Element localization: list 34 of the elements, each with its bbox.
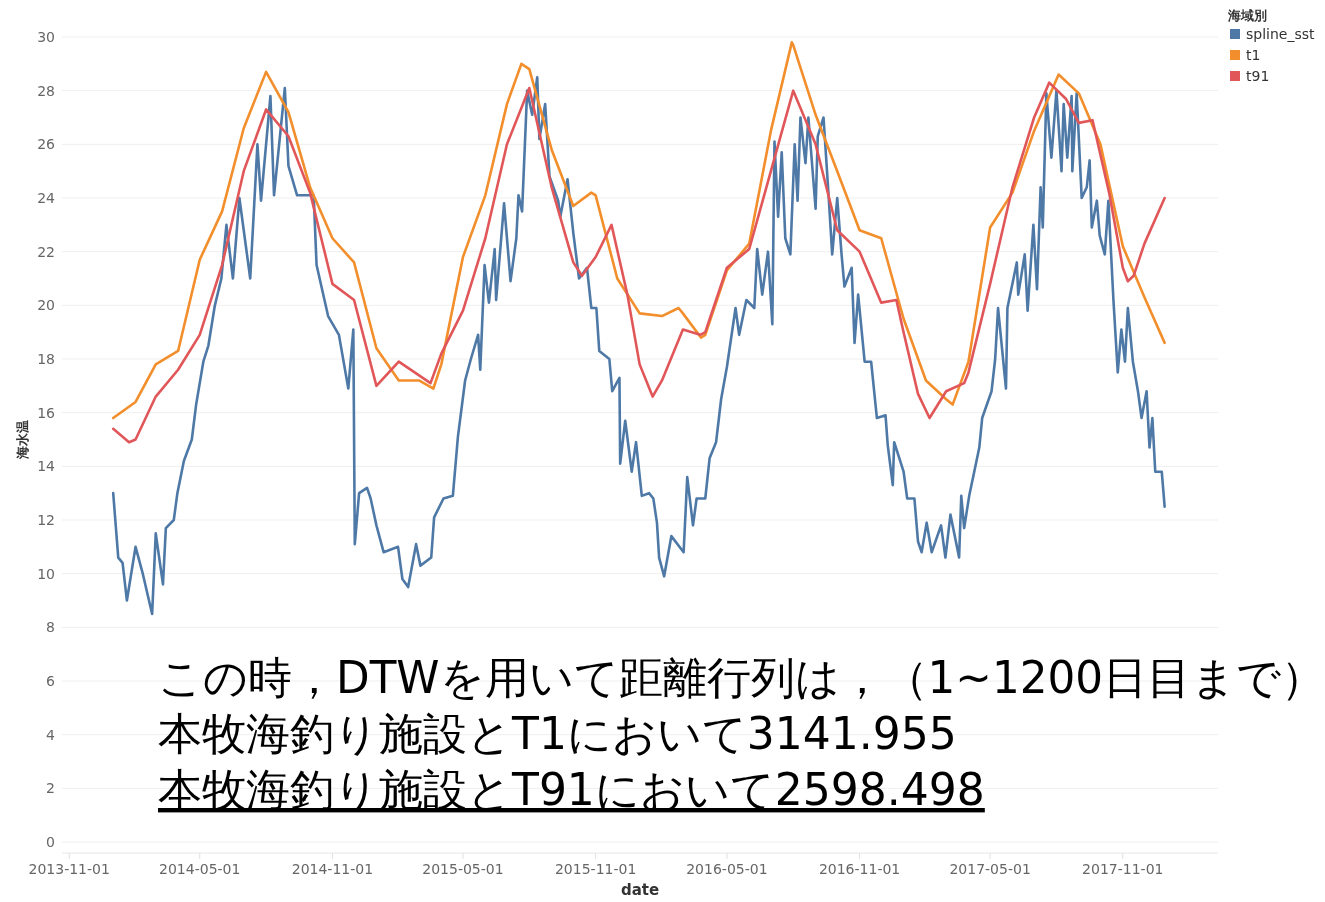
legend-title: 海域別 xyxy=(1227,8,1267,23)
y-axis-title: 海水温 xyxy=(15,420,30,460)
y-tick-label: 2 xyxy=(46,780,55,797)
y-tick-label: 18 xyxy=(37,351,55,367)
x-tick-label: 2017-05-01 xyxy=(949,861,1031,877)
y-tick-label: 14 xyxy=(37,458,56,475)
y-tick-label: 12 xyxy=(37,512,55,528)
y-tick-label: 6 xyxy=(46,673,56,689)
y-tick-label: 8 xyxy=(46,619,55,636)
x-tick-label: 2015-11-01 xyxy=(554,861,637,877)
y-tick-label: 24 xyxy=(37,190,56,206)
x-axis-title: date xyxy=(620,881,660,899)
y-tick-label: 4 xyxy=(46,726,56,743)
legend-label: spline_sst xyxy=(1246,26,1316,42)
y-tick-label: 30 xyxy=(37,29,55,45)
x-tick-label: 2016-05-01 xyxy=(686,861,768,877)
annotation: 本牧海釣り施設とT1において3141.955 xyxy=(158,708,957,759)
y-tick-label: 22 xyxy=(37,243,55,260)
x-tick-label: 2014-11-01 xyxy=(291,861,374,877)
legend-label: t1 xyxy=(1246,47,1261,63)
x-tick-label: 2013-11-01 xyxy=(28,861,110,877)
y-tick-label: 16 xyxy=(37,404,56,421)
legend-label: t91 xyxy=(1246,68,1270,84)
annotation: この時，DTWを用いて距離行列は，（1~1200日目まで） xyxy=(158,652,1325,703)
y-tick-label: 26 xyxy=(37,136,56,153)
x-tick-label: 2015-05-01 xyxy=(422,861,504,877)
y-tick-label: 20 xyxy=(37,297,55,314)
annotation: 本牧海釣り施設とT91において2598.498 xyxy=(158,764,985,815)
x-tick-label: 2014-05-01 xyxy=(159,861,241,877)
y-tick-label: 10 xyxy=(37,565,55,582)
y-tick-label: 0 xyxy=(46,834,55,850)
x-tick-label: 2016-11-01 xyxy=(818,861,901,877)
y-tick-label: 28 xyxy=(37,82,55,99)
x-tick-label: 2017-11-01 xyxy=(1082,861,1164,877)
